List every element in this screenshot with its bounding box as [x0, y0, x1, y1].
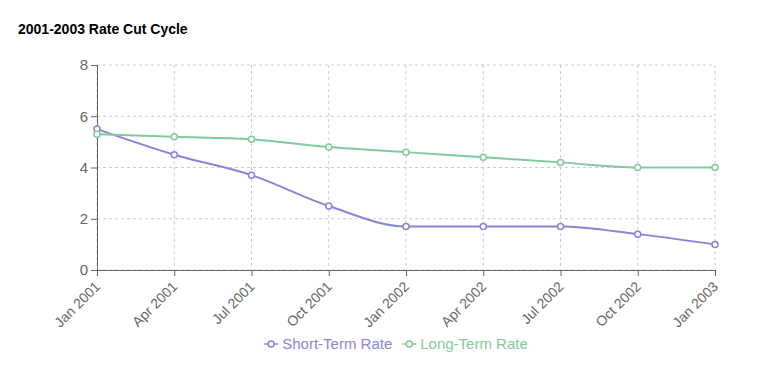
- x-tick: Jul 2001: [209, 270, 258, 327]
- y-tick-label: 2: [80, 210, 88, 227]
- x-tick: Apr 2001: [129, 270, 181, 330]
- y-tick-label: 6: [80, 108, 88, 125]
- x-tick-mark: [561, 270, 562, 276]
- grid-line-x: [328, 65, 329, 270]
- y-tick-label: 0: [80, 261, 88, 278]
- series-point: [403, 149, 409, 155]
- y-tick-label: 4: [80, 159, 88, 176]
- y-axis: 0 2 4 6 8: [80, 56, 98, 278]
- x-tick-label: Jul 2002: [518, 278, 567, 327]
- grid-line-y: [97, 218, 715, 219]
- x-tick-label: Oct 2002: [592, 278, 644, 330]
- series-point: [171, 152, 177, 158]
- series-point: [480, 223, 486, 229]
- y-tick-mark: [91, 168, 97, 169]
- plot-area: [94, 126, 718, 247]
- legend-item: Long-Term Rate: [402, 335, 528, 352]
- series-point: [480, 154, 486, 160]
- x-tick-label: Jul 2001: [209, 278, 258, 327]
- y-tick: 2: [80, 210, 97, 227]
- y-tick-mark: [91, 116, 97, 117]
- y-tick: 8: [80, 56, 97, 73]
- series-point: [635, 165, 641, 171]
- grid-line-x: [483, 65, 484, 270]
- x-tick: Jan 2002: [360, 270, 412, 330]
- series-point: [712, 241, 718, 247]
- x-tick-label: Oct 2001: [283, 278, 335, 330]
- series-point: [558, 223, 564, 229]
- legend-label: Short-Term Rate: [282, 335, 392, 352]
- x-tick-mark: [406, 270, 407, 276]
- x-tick-label: Jan 2002: [360, 278, 412, 330]
- x-axis: Jan 2001 Apr 2001 Jul 2001 Oct 2001 Jan 2002…: [51, 270, 721, 330]
- x-tick-label: Apr 2001: [129, 278, 181, 330]
- grid-line-x: [174, 65, 175, 270]
- legend-label: Long-Term Rate: [420, 335, 528, 352]
- series-point: [403, 223, 409, 229]
- series-point: [712, 165, 718, 171]
- x-tick-mark: [252, 270, 253, 276]
- chart: 2001-2003 Rate Cut Cycle 0 2 4 6 8 Jan 2001 Apr…: [0, 0, 757, 389]
- x-tick: Oct 2001: [283, 270, 335, 330]
- y-tick: 0: [80, 261, 97, 278]
- y-tick: 6: [80, 108, 97, 125]
- series-point: [326, 144, 332, 150]
- grid: [97, 65, 715, 270]
- series-point: [326, 203, 332, 209]
- y-tick-mark: [91, 65, 97, 66]
- legend-item: Short-Term Rate: [264, 335, 392, 352]
- series-point: [171, 134, 177, 140]
- series-point: [249, 136, 255, 142]
- title: 2001-2003 Rate Cut Cycle: [18, 21, 188, 37]
- series-point: [635, 231, 641, 237]
- legend: Short-Term Rate Long-Term Rate: [264, 335, 528, 352]
- series-point: [94, 131, 100, 137]
- series-point: [249, 172, 255, 178]
- x-tick: Jul 2002: [518, 270, 567, 327]
- grid-line-x: [406, 65, 407, 270]
- x-tick: Jan 2003: [669, 270, 721, 330]
- y-tick: 4: [80, 159, 97, 176]
- x-tick-mark: [97, 270, 98, 276]
- x-tick: Oct 2002: [592, 270, 644, 330]
- x-tick-mark: [638, 270, 639, 276]
- series-point: [558, 159, 564, 165]
- x-tick: Apr 2002: [438, 270, 490, 330]
- y-axis-line: [91, 66, 98, 271]
- legend-marker: [268, 341, 274, 347]
- series-line: [97, 129, 715, 244]
- x-tick: Jan 2001: [51, 270, 103, 330]
- y-tick-label: 8: [80, 56, 88, 73]
- legend-marker: [406, 341, 412, 347]
- y-tick-mark: [91, 219, 97, 220]
- x-tick-label: Apr 2002: [438, 278, 490, 330]
- x-tick-mark: [715, 270, 716, 276]
- x-tick-mark: [483, 270, 484, 276]
- y-tick-mark: [91, 270, 97, 271]
- x-tick-label: Jan 2003: [669, 278, 721, 330]
- series-line: [97, 134, 715, 167]
- x-tick-label: Jan 2001: [51, 278, 103, 330]
- x-tick-mark: [174, 270, 175, 276]
- grid-line-x: [560, 65, 561, 270]
- grid-line-x: [251, 65, 252, 270]
- x-tick-mark: [329, 270, 330, 276]
